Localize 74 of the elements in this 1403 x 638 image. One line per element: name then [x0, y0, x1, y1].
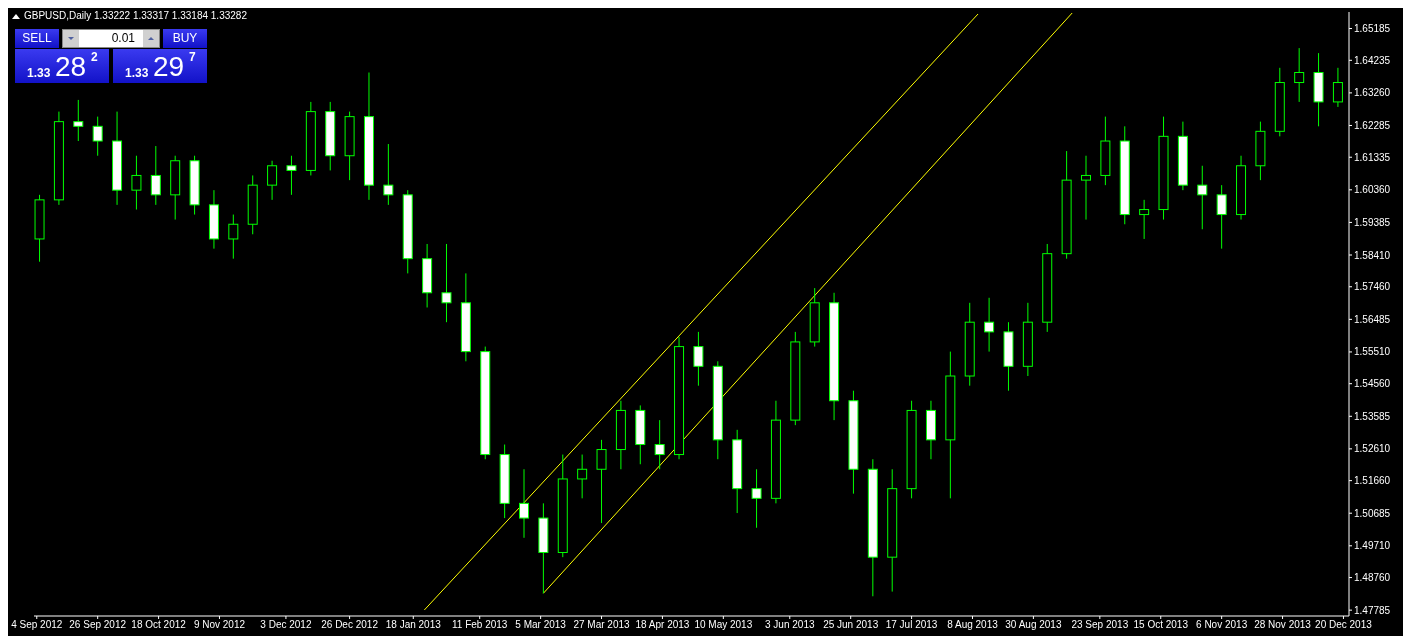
y-tick-label: 1.54560: [1354, 378, 1391, 390]
x-tick-label: 20 Dec 2013: [1315, 619, 1373, 631]
y-tick-label: 1.61335: [1354, 151, 1391, 163]
candlestick: [73, 99, 84, 142]
x-tick-label: 26 Sep 2012: [69, 619, 127, 631]
candlestick: [596, 439, 607, 524]
y-tick-label: 1.56485: [1354, 313, 1391, 325]
y-tick-label: 1.52610: [1354, 443, 1391, 455]
x-tick-label: 3 Dec 2012: [260, 619, 312, 631]
x-tick-label: 8 Aug 2013: [947, 619, 999, 631]
y-tick-label: 1.59385: [1354, 216, 1391, 228]
y-tick-label: 1.65185: [1354, 23, 1391, 35]
annotation: 2: [91, 50, 98, 64]
candlestick: [131, 155, 142, 211]
y-tick-label: 1.57460: [1354, 281, 1391, 293]
y-tick-label: 1.63260: [1354, 87, 1391, 99]
candlestick: [693, 331, 704, 387]
candlestick: [1081, 155, 1091, 221]
candlestick: [228, 214, 239, 260]
x-tick-label: 23 Sep 2013: [1071, 619, 1129, 631]
annotation: BUY: [162, 28, 208, 49]
y-tick-label: 1.58410: [1354, 249, 1391, 261]
candlestick: [441, 243, 452, 323]
x-tick-label: 18 Jan 2013: [385, 619, 442, 631]
candlestick: [1139, 199, 1150, 240]
y-tick-label: 1.55510: [1354, 346, 1391, 358]
x-tick-label: 10 May 2013: [694, 619, 753, 631]
x-tick-label: 3 Jun 2013: [765, 619, 815, 631]
annotation: 1.33: [27, 66, 51, 80]
x-tick-label: 17 Jul 2013: [885, 619, 938, 631]
y-tick-label: 1.51660: [1354, 475, 1391, 487]
number-field: 0.01: [62, 29, 160, 48]
y-tick-label: 1.64235: [1354, 54, 1391, 66]
candlestick: [751, 468, 762, 529]
x-tick-label: 11 Feb 2013: [452, 619, 508, 631]
candlestick: [92, 116, 103, 157]
y-tick-label: 1.47785: [1354, 604, 1391, 616]
candlestick: [1294, 47, 1305, 103]
annotation: 1.33: [125, 66, 149, 80]
candlestick: [519, 468, 530, 539]
y-tick-label: 1.62285: [1354, 120, 1391, 132]
candlestick: [984, 297, 995, 353]
candlestick: [654, 419, 665, 470]
candlestick: [286, 155, 297, 196]
x-tick-label: 26 Dec 2012: [321, 619, 379, 631]
x-tick-label: 15 Oct 2013: [1133, 619, 1189, 631]
candlestick: [577, 454, 588, 499]
y-tick-label: 1.50685: [1354, 507, 1391, 519]
annotation: 29: [153, 51, 185, 83]
candlestick: [1216, 184, 1227, 250]
x-tick-label: 27 Mar 2013: [573, 619, 631, 631]
chart-title: GBPUSD,Daily 1.33222 1.33317 1.33184 1.33282: [24, 10, 247, 21]
x-tick-label: 9 Nov 2012: [193, 619, 246, 631]
candlestick: [150, 145, 161, 206]
x-tick-label: 5 Mar 2013: [515, 619, 567, 631]
x-tick-label: 4 Sep 2012: [11, 619, 63, 631]
annotation: SELL: [14, 28, 60, 49]
y-tick-label: 1.60360: [1354, 184, 1391, 196]
x-tick-label: 18 Oct 2012: [131, 619, 187, 631]
x-tick-label: 6 Nov 2013: [1196, 619, 1248, 631]
candlestick: [267, 160, 278, 201]
annotation: 7: [189, 50, 196, 64]
x-tick-label: 30 Aug 2013: [1005, 619, 1062, 631]
candlestick: [383, 143, 394, 206]
annotation: 0.01: [111, 31, 135, 45]
annotation: 28: [55, 51, 87, 83]
candlestick: [1332, 67, 1343, 108]
y-tick-label: 1.53585: [1354, 410, 1391, 422]
x-tick-label: 28 Nov 2013: [1254, 619, 1312, 631]
x-tick-label: 25 Jun 2013: [823, 619, 879, 631]
y-tick-label: 1.49710: [1354, 540, 1391, 552]
candlestick: [1197, 165, 1208, 230]
x-tick-label: 18 Apr 2013: [635, 619, 690, 631]
y-tick-label: 1.48760: [1354, 572, 1391, 584]
